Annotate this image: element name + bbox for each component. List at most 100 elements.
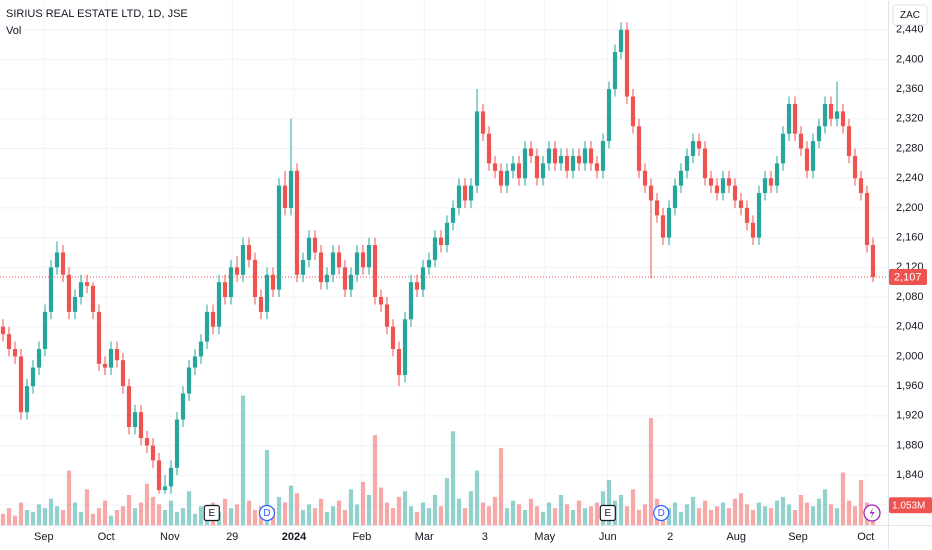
volume-bar (840, 472, 846, 525)
candle-body (732, 185, 738, 201)
candle-body (192, 356, 198, 368)
candle-body (624, 29, 630, 97)
candle-body (462, 185, 468, 201)
volume-bar (822, 489, 828, 525)
candle-body (822, 103, 828, 127)
volume-layer (0, 395, 876, 525)
candle-body (108, 349, 114, 368)
candle-body (702, 148, 708, 179)
volume-bar (618, 495, 624, 525)
volume-bar (684, 504, 690, 525)
volume-bar (768, 508, 774, 525)
volume-bar (474, 470, 480, 525)
volume-bar (516, 504, 522, 525)
candle-body (636, 126, 642, 171)
candle-layer (0, 22, 876, 494)
volume-bar (774, 500, 780, 525)
volume-bar (138, 502, 144, 525)
candle-body (264, 274, 270, 312)
volume-bar (708, 510, 714, 525)
event-marker[interactable] (203, 504, 220, 522)
candle-body (558, 155, 564, 164)
candle-body (252, 259, 258, 298)
current-price-box (889, 268, 927, 285)
volume-bar (690, 496, 696, 525)
event-label[interactable]: D (658, 508, 665, 519)
candle-body (150, 445, 156, 461)
currency-box[interactable] (892, 4, 928, 26)
candle-body (276, 185, 282, 290)
volume-bar (48, 498, 54, 525)
y-tick-label: 2,320 (896, 113, 924, 125)
x-tick-label: Feb (352, 531, 371, 543)
y-tick-label: 1,840 (896, 469, 924, 481)
volume-bar (534, 506, 540, 525)
volume-bar (198, 506, 204, 525)
candle-body (588, 148, 594, 164)
event-marker[interactable] (599, 504, 616, 522)
volume-bar (78, 511, 84, 525)
volume-bar (180, 508, 186, 525)
candle-body (660, 215, 666, 238)
volume-bar (414, 511, 420, 525)
volume-bar (72, 502, 78, 525)
x-tick-label: Aug (726, 531, 746, 543)
candle-body (48, 267, 54, 312)
candle-body (576, 155, 582, 164)
x-tick-label: 2 (667, 531, 673, 543)
volume-bar (702, 500, 708, 525)
volume-bar (174, 511, 180, 525)
event-marker[interactable] (258, 504, 276, 522)
volume-bar (282, 502, 288, 525)
candle-body (246, 245, 252, 260)
volume-title: Vol (6, 25, 21, 37)
candle-body (474, 111, 480, 186)
y-tick-label: 2,360 (896, 83, 924, 95)
x-tick-label: 29 (226, 531, 238, 543)
volume-bar (666, 508, 672, 525)
volume-bar (324, 511, 330, 525)
x-tick-label: Oct (857, 531, 874, 543)
candle-body (840, 111, 846, 127)
volume-bar (108, 515, 114, 525)
candle-body (552, 148, 558, 164)
candle-body (408, 282, 414, 320)
volume-bar (558, 495, 564, 525)
volume-bar (30, 511, 36, 525)
volume-bar (630, 489, 636, 525)
volume-bar (186, 491, 192, 525)
volume-bar (120, 506, 126, 525)
currency-label[interactable]: ZAC (900, 10, 920, 21)
event-label[interactable]: E (208, 508, 215, 519)
candle-body (180, 393, 186, 420)
volume-bar (102, 500, 108, 525)
x-tick-label: Jun (599, 531, 617, 543)
volume-bar (828, 504, 834, 525)
volume-bar (312, 508, 318, 525)
x-tick-label: Sep (788, 531, 808, 543)
candle-body (282, 185, 288, 208)
candle-body (300, 259, 306, 275)
volume-bar (6, 508, 12, 525)
event-label[interactable]: D (263, 508, 270, 519)
volume-bar (636, 510, 642, 525)
volume-bar (792, 510, 798, 525)
event-label[interactable]: E (604, 508, 611, 519)
candle-body (342, 267, 348, 290)
event-marker[interactable] (653, 504, 670, 522)
candle-body (96, 311, 102, 364)
candle-body (762, 178, 768, 194)
volume-bar (486, 506, 492, 525)
volume-bar (354, 504, 360, 525)
candle-body (438, 237, 444, 246)
candle-body (336, 252, 342, 268)
volume-bar (144, 483, 150, 525)
candle-body (102, 363, 108, 368)
volume-bar (240, 395, 246, 525)
volume-bar (402, 491, 408, 525)
volume-bar (318, 498, 324, 525)
volume-bar (294, 493, 300, 525)
volume-bar (162, 510, 168, 525)
